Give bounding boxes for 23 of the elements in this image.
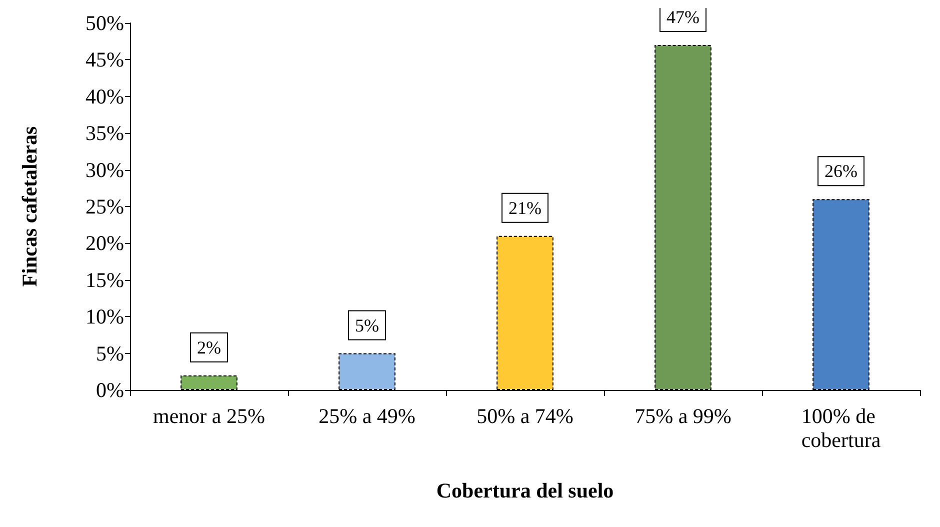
y-tick-label: 20% — [86, 231, 124, 256]
y-tick-label: 15% — [86, 268, 124, 292]
x-tick-label: 75% a 99% — [634, 404, 732, 428]
x-tick-label: 100% de cobertura — [801, 404, 882, 452]
x-tick-label: 25% a 49% — [318, 404, 416, 428]
y-tick-label: 25% — [86, 194, 124, 218]
y-axis-title: Fincas cafetaleras — [18, 126, 42, 287]
x-axis-title: Cobertura del suelo — [436, 478, 614, 502]
y-tick-label: 50% — [86, 11, 124, 35]
y-tick-label: 10% — [86, 304, 124, 329]
y-tick-label: 45% — [86, 48, 124, 72]
data-label: 47% — [666, 7, 700, 28]
y-tick-label: 5% — [96, 341, 124, 366]
y-tick-label: 30% — [86, 158, 124, 182]
data-label: 26% — [824, 161, 858, 182]
data-label: 21% — [508, 198, 542, 218]
y-tick-label: 35% — [86, 121, 124, 146]
x-tick-label: menor a 25% — [153, 404, 265, 428]
data-label: 2% — [197, 337, 221, 358]
y-tick-label: 40% — [86, 84, 124, 108]
x-tick-label: 50% a 74% — [476, 404, 574, 428]
y-tick-label: 0% — [96, 378, 124, 402]
data-label: 5% — [355, 315, 379, 336]
